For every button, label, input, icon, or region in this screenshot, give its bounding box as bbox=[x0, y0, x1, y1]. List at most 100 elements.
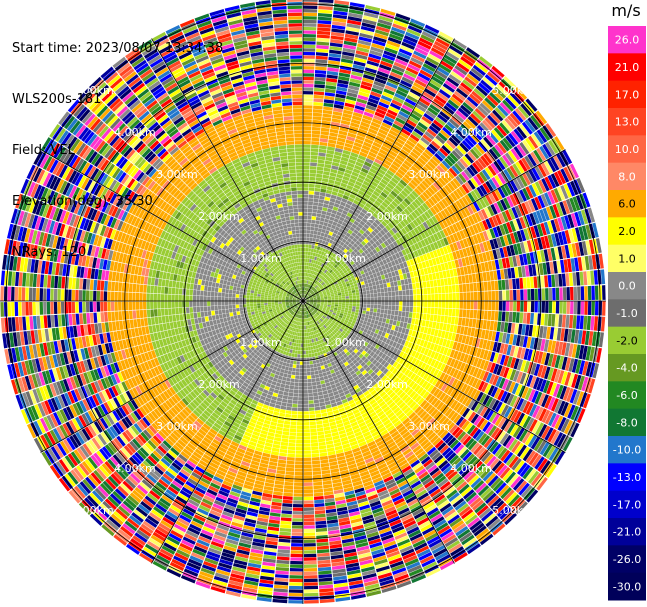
ppi-gate bbox=[339, 313, 344, 317]
ppi-gate bbox=[350, 250, 356, 256]
ppi-gate bbox=[467, 327, 472, 336]
ppi-gate bbox=[499, 433, 509, 445]
ppi-gate bbox=[465, 437, 475, 449]
ppi-gate bbox=[303, 112, 313, 116]
ppi-gate bbox=[579, 271, 584, 286]
ppi-gate bbox=[431, 155, 441, 165]
ppi-gate bbox=[439, 429, 449, 439]
ppi-gate bbox=[411, 392, 420, 401]
ppi-gate bbox=[369, 311, 374, 316]
ppi-gate bbox=[373, 80, 386, 88]
ppi-gate bbox=[365, 4, 381, 12]
ppi-gate bbox=[324, 164, 332, 169]
ppi-gate bbox=[319, 307, 323, 310]
ppi-gate bbox=[379, 165, 388, 173]
ppi-gate bbox=[338, 283, 343, 287]
ppi-gate bbox=[319, 318, 323, 322]
ppi-gate bbox=[450, 71, 464, 82]
ppi-gate bbox=[526, 312, 531, 324]
ppi-gate bbox=[394, 396, 402, 404]
ppi-gate bbox=[377, 168, 386, 176]
ppi-gate bbox=[319, 305, 324, 308]
ppi-gate bbox=[354, 261, 360, 266]
ppi-gate bbox=[336, 340, 341, 345]
ppi-gate bbox=[506, 167, 516, 180]
ppi-gate bbox=[337, 318, 341, 323]
ppi-gate bbox=[368, 363, 375, 369]
ppi-gate bbox=[491, 89, 504, 102]
ppi-gate bbox=[331, 224, 336, 230]
ppi-gate bbox=[384, 208, 391, 215]
ppi-gate bbox=[419, 69, 433, 79]
ppi-gate bbox=[323, 305, 328, 308]
ppi-gate bbox=[373, 228, 380, 234]
ppi-gate bbox=[352, 298, 357, 301]
ppi-gate bbox=[311, 449, 319, 454]
ppi-gate bbox=[366, 321, 371, 327]
ppi-gate bbox=[311, 282, 314, 286]
ppi-gate bbox=[323, 324, 327, 329]
ppi-gate bbox=[370, 46, 384, 54]
ppi-gate bbox=[308, 183, 315, 188]
ppi-gate bbox=[421, 213, 428, 221]
ppi-gate bbox=[347, 229, 353, 235]
ppi-gate bbox=[322, 390, 328, 395]
ppi-gate bbox=[322, 174, 330, 179]
ppi-gate bbox=[415, 217, 423, 225]
ppi-gate bbox=[435, 257, 441, 265]
ppi-gate bbox=[578, 360, 586, 375]
ppi-gate bbox=[371, 315, 376, 321]
ppi-gate bbox=[564, 230, 571, 244]
ppi-gate bbox=[332, 310, 337, 314]
ppi-gate bbox=[365, 202, 372, 209]
ppi-gate bbox=[423, 364, 430, 372]
ppi-gate bbox=[319, 591, 334, 597]
ppi-gate bbox=[416, 386, 424, 395]
ppi-gate bbox=[331, 191, 338, 196]
ppi-gate bbox=[336, 223, 342, 228]
ppi-gate bbox=[354, 138, 364, 145]
ppi-gate bbox=[318, 309, 322, 312]
ppi-gate bbox=[344, 319, 349, 324]
ppi-gate bbox=[340, 311, 344, 314]
ppi-gate bbox=[322, 264, 326, 269]
ppi-gate bbox=[320, 134, 329, 139]
ppi-gate bbox=[460, 208, 468, 218]
ppi-gate bbox=[448, 308, 453, 317]
ppi-gate bbox=[316, 304, 320, 307]
ppi-gate bbox=[535, 406, 544, 420]
ppi-gate bbox=[351, 202, 358, 209]
ppi-gate bbox=[548, 447, 559, 462]
ppi-gate bbox=[357, 154, 367, 161]
ppi-gate bbox=[433, 233, 440, 242]
ppi-gate bbox=[303, 126, 312, 131]
ppi-gate bbox=[312, 112, 323, 117]
ppi-gate bbox=[546, 381, 554, 395]
ppi-gate bbox=[510, 148, 521, 161]
ppi-gate bbox=[466, 166, 476, 177]
ppi-gate bbox=[471, 254, 477, 265]
ppi-gate bbox=[384, 292, 389, 297]
ppi-gate bbox=[332, 221, 338, 226]
ppi-gate bbox=[316, 296, 321, 298]
ppi-gate bbox=[388, 33, 403, 42]
ppi-gate bbox=[402, 322, 408, 329]
ppi-gate bbox=[314, 510, 326, 515]
ppi-gate bbox=[353, 220, 360, 226]
ppi-gate bbox=[337, 219, 344, 225]
ppi-gate bbox=[481, 99, 494, 112]
ppi-gate bbox=[314, 513, 326, 518]
ppi-gate bbox=[374, 187, 383, 195]
ppi-gate bbox=[326, 316, 330, 320]
ppi-gate bbox=[361, 246, 367, 252]
ppi-gate bbox=[386, 215, 393, 222]
ppi-gate bbox=[323, 278, 327, 282]
ppi-gate bbox=[374, 276, 379, 282]
ppi-gate bbox=[317, 434, 325, 439]
ppi-gate bbox=[566, 388, 574, 403]
ppi-gate bbox=[500, 269, 505, 280]
ppi-gate bbox=[503, 268, 509, 280]
ppi-gate bbox=[309, 308, 313, 312]
ppi-gate bbox=[481, 451, 492, 463]
ppi-gate bbox=[323, 393, 329, 399]
